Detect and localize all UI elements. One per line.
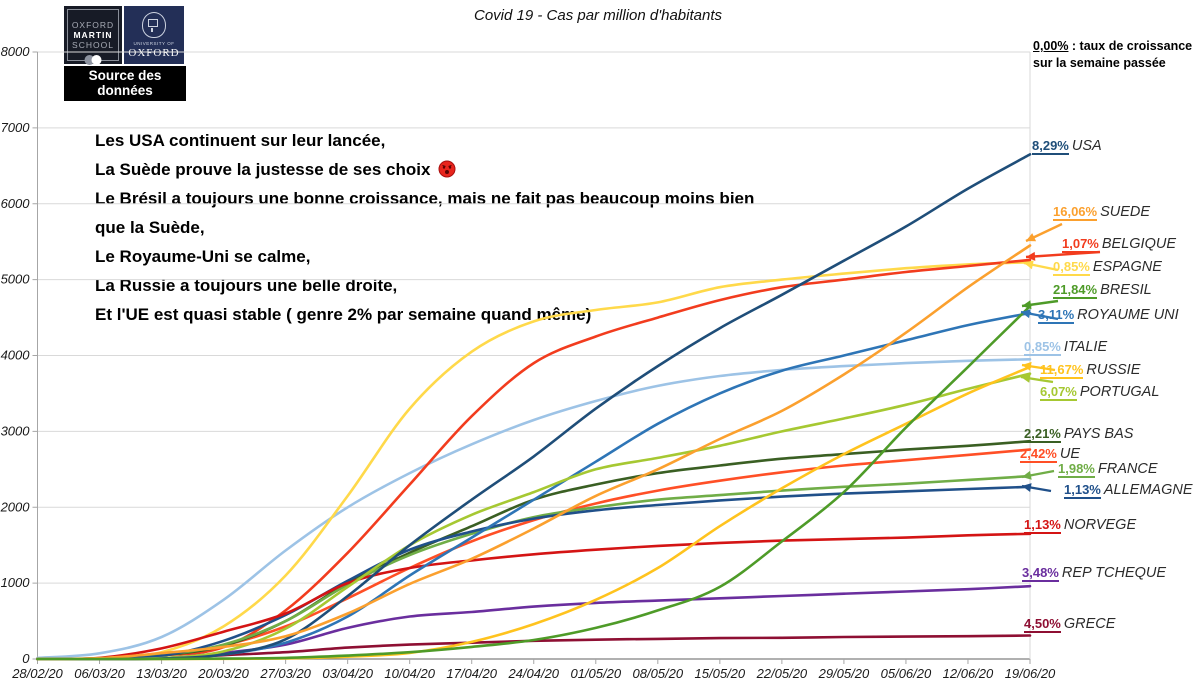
series-line-suede bbox=[36, 244, 1032, 661]
x-tick-label: 10/04/20 bbox=[384, 666, 435, 681]
series-line-norvege bbox=[36, 532, 1032, 661]
annotation-line: La Suède prouve la justesse de ses choix bbox=[95, 155, 754, 184]
callout-arrowhead bbox=[1026, 233, 1037, 242]
oxford-martin-school-logo: OXFORD MARTIN SCHOOL bbox=[64, 6, 122, 65]
logo-text: SCHOOL bbox=[72, 40, 114, 50]
x-tick-label: 28/02/20 bbox=[11, 666, 63, 681]
series-line-espagne bbox=[36, 260, 1032, 661]
y-tick-label: 7000 bbox=[1, 120, 31, 135]
series-line-usa bbox=[36, 153, 1032, 661]
x-tick-label: 29/05/20 bbox=[818, 666, 870, 681]
series-line-france bbox=[36, 474, 1032, 661]
y-tick-label: 0 bbox=[22, 651, 30, 666]
annotation-line: Et l'UE est quasi stable ( genre 2% par … bbox=[95, 305, 592, 324]
y-tick-label: 5000 bbox=[1, 272, 31, 287]
callout-arrowhead bbox=[1022, 483, 1032, 492]
logo-toggle-dots-icon bbox=[84, 55, 102, 65]
callout-arrowhead bbox=[1022, 470, 1032, 480]
oxford-university-logo: UNIVERSITY OF OXFORD bbox=[124, 6, 184, 64]
annotation-block: Les USA continuent sur leur lancée, La Su… bbox=[95, 126, 754, 329]
series-line-bresil bbox=[36, 304, 1032, 661]
logo-boxes: OXFORD MARTIN SCHOOL UNIVERSITY OF OXFOR… bbox=[64, 6, 186, 65]
series-line-belgique bbox=[36, 258, 1032, 661]
source-data-button[interactable]: Source des données bbox=[64, 66, 186, 101]
logo-text: OXFORD bbox=[71, 20, 115, 30]
y-tick-label: 2000 bbox=[0, 499, 30, 514]
x-tick-label: 03/04/20 bbox=[322, 666, 373, 681]
callout-arrowhead bbox=[1021, 309, 1031, 319]
series-line-italie bbox=[36, 358, 1032, 660]
y-tick-label: 6000 bbox=[1, 196, 31, 211]
note-text: : taux de croissance bbox=[1068, 39, 1193, 53]
y-tick-label: 4000 bbox=[1, 348, 31, 363]
note-percent: 0,00% bbox=[1033, 39, 1069, 53]
y-tick-label: 8000 bbox=[1, 44, 31, 59]
x-tick-label: 20/03/20 bbox=[197, 666, 249, 681]
owid-logo: OXFORD MARTIN SCHOOL UNIVERSITY OF OXFOR… bbox=[64, 6, 186, 101]
callout-arrowhead bbox=[1022, 300, 1032, 310]
x-tick-label: 13/03/20 bbox=[136, 666, 187, 681]
annotation-line: Le Royaume-Uni se calme, bbox=[95, 247, 311, 266]
x-tick-label: 01/05/20 bbox=[570, 666, 621, 681]
x-tick-label: 12/06/20 bbox=[943, 666, 994, 681]
callout-arrow-belgique bbox=[1025, 250, 1101, 259]
page-title: Covid 19 - Cas par million d'habitants bbox=[474, 7, 722, 24]
x-tick-label: 05/06/20 bbox=[881, 666, 932, 681]
annotation-line: que la Suède, bbox=[95, 218, 205, 237]
annotation-line: La Russie a toujours une belle droite, bbox=[95, 276, 398, 295]
growth-rate-note: 0,00% : taux de croissance sur la semain… bbox=[1033, 38, 1192, 72]
callout-arrowhead bbox=[1026, 251, 1036, 261]
x-tick-label: 19/06/20 bbox=[1005, 666, 1056, 681]
x-tick-label: 15/05/20 bbox=[695, 666, 746, 681]
series-line-allemagne bbox=[36, 485, 1032, 661]
callout-arrowhead bbox=[1021, 373, 1031, 383]
oxford-crest-icon bbox=[142, 12, 166, 38]
logo-text: MARTIN bbox=[73, 30, 113, 40]
series-line-pays-bas bbox=[36, 439, 1032, 661]
x-tick-label: 06/03/20 bbox=[74, 666, 125, 681]
y-tick-label: 3000 bbox=[1, 423, 31, 438]
x-tick-label: 08/05/20 bbox=[633, 666, 684, 681]
x-tick-label: 24/04/20 bbox=[507, 666, 559, 681]
annotation-line: Les USA continuent sur leur lancée, bbox=[95, 131, 386, 150]
x-tick-label: 17/04/20 bbox=[446, 666, 497, 681]
x-tick-label: 22/05/20 bbox=[756, 666, 808, 681]
logo-text: UNIVERSITY OF bbox=[133, 41, 175, 46]
note-text-line2: sur la semaine passée bbox=[1033, 56, 1166, 70]
x-tick-label: 27/03/20 bbox=[259, 666, 311, 681]
angry-red-face-icon bbox=[438, 160, 456, 178]
series-line-portugal bbox=[36, 372, 1032, 661]
logo-text: OXFORD bbox=[128, 47, 180, 59]
callout-arrowhead bbox=[1024, 260, 1034, 270]
callout-arrowhead bbox=[1022, 361, 1032, 371]
y-tick-label: 1000 bbox=[1, 575, 31, 590]
